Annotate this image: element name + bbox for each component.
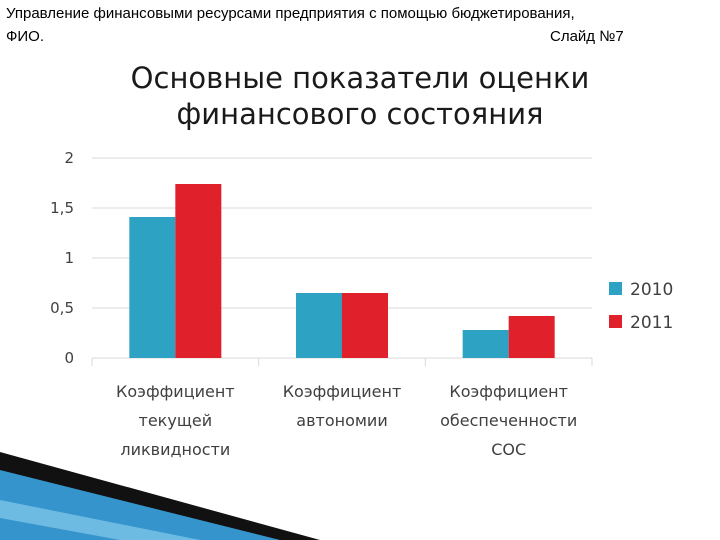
category-label: автономии <box>296 411 387 430</box>
category-label: текущей <box>139 411 213 430</box>
bar-2011-3 <box>508 316 555 358</box>
y-tick-label: 1 <box>64 249 74 267</box>
header-text-line2: ФИО. <box>6 28 45 45</box>
category-label: Коэффициент <box>449 382 568 401</box>
legend-label: 2011 <box>630 313 673 333</box>
legend-swatch <box>609 282 622 295</box>
chart-bars <box>129 184 555 358</box>
category-label: Коэффициент <box>116 382 235 401</box>
legend-swatch <box>609 315 622 328</box>
header-text-line1: Управление финансовыми ресурсами предпри… <box>6 5 575 22</box>
y-tick-label: 0,5 <box>50 299 74 317</box>
y-tick-label: 1,5 <box>50 199 74 217</box>
bar-2011-1 <box>175 184 222 358</box>
legend-label: 2010 <box>630 280 673 300</box>
category-labels: Коэффициент текущей ликвидности Коэффициент… <box>116 382 577 459</box>
bar-2010-1 <box>129 217 176 358</box>
slide-title-line2: финансового состояния <box>176 97 544 131</box>
category-label: ликвидности <box>120 440 230 459</box>
bar-2010-3 <box>462 330 509 358</box>
category-label: обеспеченности <box>440 411 577 430</box>
corner-decoration <box>0 452 320 540</box>
decor-light-stripe <box>0 500 200 540</box>
slide-number: Слайд №7 <box>550 28 624 45</box>
decor-dark-stripe <box>0 452 320 540</box>
y-tick-label: 0 <box>64 349 74 367</box>
bar-2010-2 <box>296 293 342 358</box>
y-tick-label: 2 <box>64 149 74 167</box>
chart-legend: 2010 2011 <box>609 280 673 333</box>
y-axis-ticks: 0 0,5 1 1,5 2 <box>50 149 74 367</box>
slide-title-line1: Основные показатели оценки <box>130 61 590 95</box>
category-label: СОС <box>491 440 526 459</box>
category-label: Коэффициент <box>283 382 402 401</box>
bar-2011-2 <box>342 293 388 358</box>
